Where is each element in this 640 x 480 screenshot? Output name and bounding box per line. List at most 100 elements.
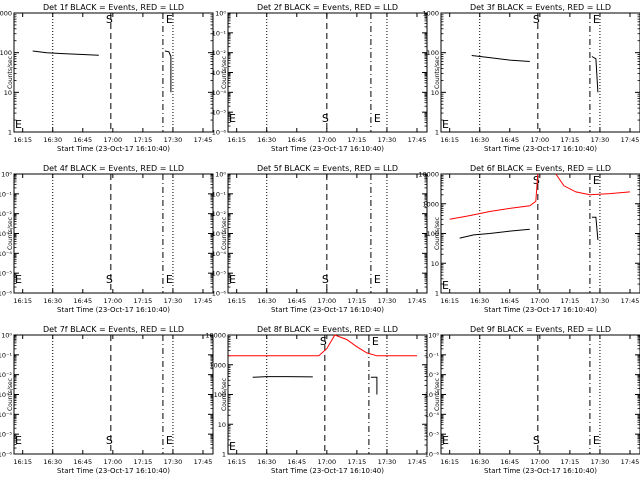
x-tick-label: 17:30: [378, 136, 397, 144]
lld-series-line: [228, 334, 417, 357]
x-tick-label: 17:15: [134, 136, 153, 144]
x-tick-label: 17:15: [561, 458, 580, 466]
y-tick-label: 1: [435, 129, 439, 137]
events-series-line: [591, 56, 599, 93]
y-tick-label: 10⁻³: [0, 230, 12, 238]
edge-marker-label: E: [442, 118, 449, 131]
plot-panel-2: Det 2f BLACK = Events, RED = LLD Counts/s…: [212, 3, 428, 153]
x-tick-label: 16:45: [500, 136, 519, 144]
edge-marker-label: E: [229, 440, 236, 453]
x-tick-label: 17:30: [591, 458, 610, 466]
plot-title: Det 8f BLACK = Events, RED = LLD: [257, 325, 398, 334]
x-tick-label: 16:45: [500, 297, 519, 305]
plot-panel-7: Det 7f BLACK = Events, RED = LLD Counts/s…: [0, 325, 214, 475]
y-tick-label: 10⁰: [1, 171, 12, 179]
x-tick-label: 17:00: [317, 297, 336, 305]
events-series-line: [591, 216, 599, 241]
y-axis-label: Counts/sec: [7, 217, 14, 250]
x-tick-label: 17:00: [317, 458, 336, 466]
x-tick-label: 16:45: [287, 458, 306, 466]
x-tick-label: 17:15: [348, 297, 367, 305]
x-tick-label: 17:15: [348, 458, 367, 466]
y-tick-label: 10⁻⁶: [0, 451, 12, 459]
x-axis-label: Start Time (23-Oct-17 16:10:40): [271, 467, 384, 475]
x-tick-label: 16:45: [73, 458, 92, 466]
x-tick-label: 16:30: [257, 297, 276, 305]
plot-panel-8: Det 8f BLACK = Events, RED = LLD Counts/s…: [205, 325, 428, 475]
end-marker-label: E: [166, 273, 173, 286]
y-tick-label: 10⁰: [215, 10, 226, 18]
lld-series-line: [555, 173, 631, 196]
plot-frame: [13, 12, 214, 133]
x-tick-label: 17:30: [164, 458, 183, 466]
x-tick-label: 17:15: [134, 297, 153, 305]
x-tick-label: 16:15: [13, 297, 32, 305]
y-tick-label: 10⁻⁵: [212, 270, 227, 278]
x-tick-label: 17:00: [317, 136, 336, 144]
end-marker-label: E: [166, 13, 173, 26]
y-tick-label: 10⁻⁶: [212, 290, 227, 298]
plot-panel-6: Det 6f BLACK = Events, RED = LLD Counts/s…: [418, 164, 640, 314]
y-tick-label: 10⁻⁶: [212, 129, 227, 137]
plot-title: Det 4f BLACK = Events, RED = LLD: [43, 164, 184, 173]
end-marker-label: E: [593, 434, 600, 447]
edge-marker-label: E: [442, 279, 449, 292]
start-marker-label: S: [106, 434, 113, 447]
start-marker-label: S: [320, 335, 327, 348]
plot-title: Det 1f BLACK = Events, RED = LLD: [43, 3, 184, 12]
edge-marker-label: E: [15, 273, 22, 286]
y-tick-label: 10⁻⁵: [0, 270, 12, 278]
x-tick-label: 17:45: [194, 297, 213, 305]
start-marker-label: S: [106, 13, 113, 26]
x-tick-label: 17:00: [530, 136, 549, 144]
edge-marker-label: E: [15, 434, 22, 447]
x-tick-label: 17:15: [561, 297, 580, 305]
x-tick-label: 17:45: [408, 136, 427, 144]
events-series-line: [252, 376, 313, 378]
y-tick-label: 10⁻³: [212, 69, 227, 77]
x-tick-label: 17:00: [103, 136, 122, 144]
y-tick-label: 1000: [422, 10, 439, 18]
y-tick-label: 10⁻⁴: [212, 250, 227, 258]
start-marker-label: S: [533, 174, 540, 187]
y-axis-label: Counts/sec: [7, 378, 14, 411]
x-tick-label: 17:45: [408, 297, 427, 305]
y-tick-label: 10⁰: [428, 332, 439, 340]
plot-title: Det 6f BLACK = Events, RED = LLD: [470, 164, 611, 173]
y-tick-label: 100: [427, 230, 439, 238]
y-tick-label: 10: [431, 89, 439, 97]
events-series-line: [164, 50, 172, 93]
x-tick-label: 16:30: [257, 136, 276, 144]
x-tick-label: 17:30: [164, 136, 183, 144]
y-tick-label: 10⁻¹: [0, 351, 12, 359]
x-tick-label: 17:00: [530, 458, 549, 466]
y-tick-label: 10⁻³: [212, 230, 227, 238]
y-tick-label: 10⁻⁴: [425, 411, 440, 419]
x-tick-label: 16:15: [227, 136, 246, 144]
x-tick-label: 17:45: [621, 297, 640, 305]
y-tick-label: 10⁻³: [425, 391, 440, 399]
y-tick-label: 10⁻¹: [425, 351, 440, 359]
x-tick-label: 17:15: [348, 136, 367, 144]
plot-panel-9: Det 9f BLACK = Events, RED = LLD Counts/s…: [425, 325, 640, 475]
y-tick-label: 10⁻⁶: [425, 451, 440, 459]
x-tick-label: 17:00: [103, 297, 122, 305]
y-tick-label: 100: [214, 391, 226, 399]
y-tick-label: 10: [431, 260, 439, 268]
y-tick-label: 10⁻²: [212, 210, 227, 218]
x-tick-label: 16:15: [227, 458, 246, 466]
x-axis-label: Start Time (23-Oct-17 16:10:40): [271, 306, 384, 314]
x-tick-label: 16:45: [73, 297, 92, 305]
x-tick-label: 17:30: [378, 458, 397, 466]
y-axis-label: Counts/sec: [434, 217, 441, 250]
y-tick-label: 100: [0, 49, 12, 57]
y-tick-label: 1: [222, 451, 226, 459]
y-tick-label: 10⁻¹: [212, 190, 227, 198]
x-tick-label: 16:30: [43, 136, 62, 144]
plot-frame: [440, 173, 640, 294]
x-tick-label: 16:15: [227, 297, 246, 305]
x-tick-label: 17:30: [591, 297, 610, 305]
y-tick-label: 10⁻⁴: [0, 411, 12, 419]
y-tick-label: 10⁻²: [212, 49, 227, 57]
y-tick-label: 10⁰: [1, 332, 12, 340]
